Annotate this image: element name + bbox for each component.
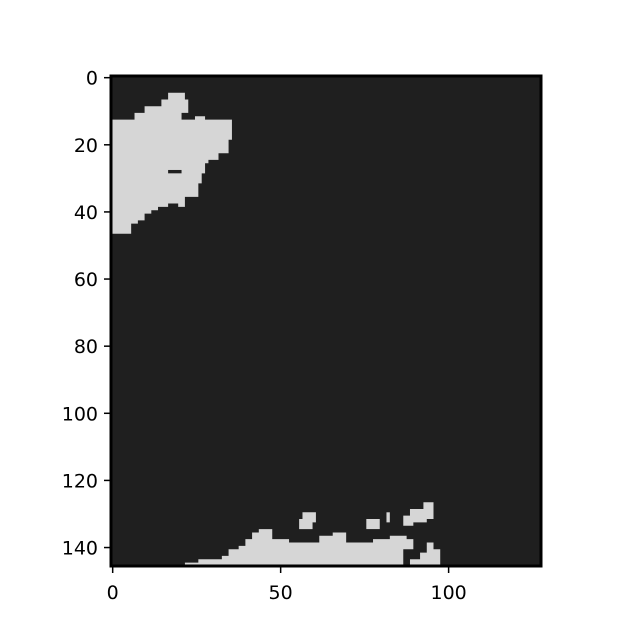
axes-frame bbox=[109, 74, 543, 568]
mask-region-7 bbox=[409, 542, 441, 566]
image-axes: 0 50 100 0 20 40 60 80 100 120 140 bbox=[62, 68, 543, 604]
x-tick-label: 0 bbox=[107, 582, 119, 604]
mask-holes bbox=[168, 169, 182, 174]
y-tick-label: 60 bbox=[74, 269, 98, 291]
mask-regions bbox=[111, 92, 441, 566]
x-tick-label: 100 bbox=[430, 582, 466, 604]
x-axis-ticks: 0 50 100 bbox=[107, 566, 467, 604]
y-tick-label: 80 bbox=[74, 336, 98, 358]
x-tick-label: 50 bbox=[269, 582, 293, 604]
y-tick-label: 0 bbox=[86, 68, 98, 90]
y-tick-label: 140 bbox=[62, 538, 98, 560]
y-tick-label: 20 bbox=[74, 135, 98, 157]
mask-region-6 bbox=[403, 502, 434, 526]
y-axis-ticks: 0 20 40 60 80 100 120 140 bbox=[62, 68, 111, 560]
mask-region-3 bbox=[299, 512, 316, 530]
y-tick-label: 40 bbox=[74, 202, 98, 224]
mask-region-4 bbox=[366, 519, 380, 530]
mask-region-1 bbox=[111, 92, 232, 234]
y-tick-label: 100 bbox=[62, 403, 98, 425]
mask-hole-1 bbox=[168, 169, 182, 174]
mask-region-2 bbox=[184, 529, 414, 566]
y-tick-label: 120 bbox=[62, 470, 98, 492]
mask-region-5 bbox=[386, 512, 390, 523]
